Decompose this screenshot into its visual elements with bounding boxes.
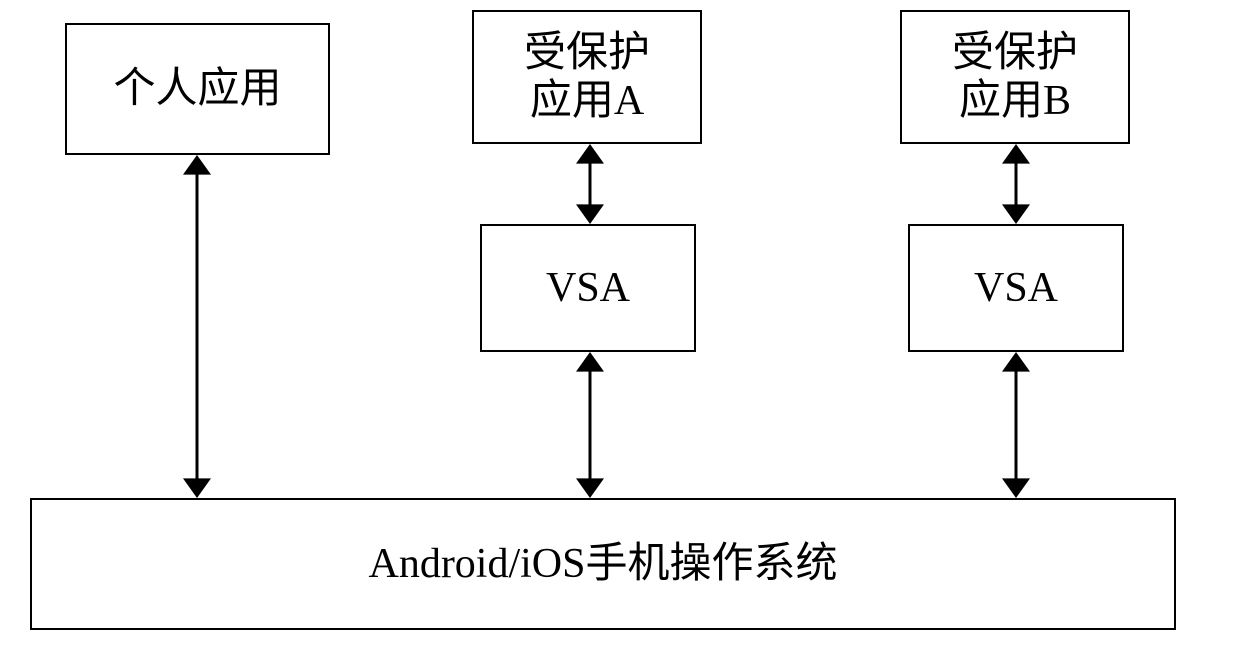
node-personal-app-label: 个人应用 [113,65,281,113]
node-protected-app-b: 受保护应用B [900,10,1130,144]
arrow-appB-to-vsaB [1002,144,1030,224]
node-vsa-b-label: VSA [974,264,1058,312]
node-vsa-a: VSA [480,224,696,352]
node-personal-app: 个人应用 [65,23,330,155]
arrow-vsaA-to-os [576,352,604,498]
node-protected-app-b-label: 受保护应用B [952,29,1078,126]
node-vsa-b: VSA [908,224,1124,352]
node-protected-app-a-label: 受保护应用A [524,29,650,126]
diagram-canvas: 个人应用 受保护应用A 受保护应用B VSA VSA Android/iOS手机操作系统 [0,0,1240,667]
node-os-label: Android/iOS手机操作系统 [368,540,837,588]
node-os: Android/iOS手机操作系统 [30,498,1176,630]
arrow-personal-to-os [183,155,211,498]
arrow-appA-to-vsaA [576,144,604,224]
node-protected-app-a: 受保护应用A [472,10,702,144]
arrow-vsaB-to-os [1002,352,1030,498]
node-vsa-a-label: VSA [546,264,630,312]
